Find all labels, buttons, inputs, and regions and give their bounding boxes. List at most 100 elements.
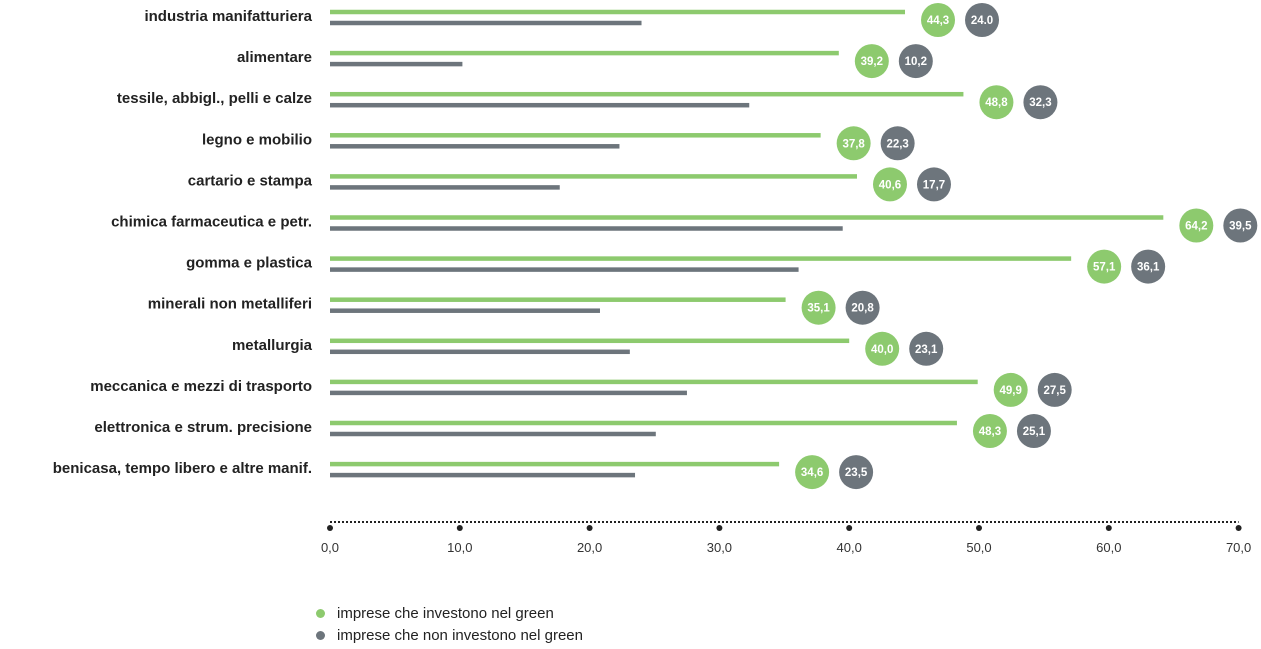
x-tick-label: 40,0 <box>837 540 862 555</box>
data-label-badge <box>965 3 1000 37</box>
data-label-badge <box>972 414 1007 448</box>
bar <box>330 9 906 15</box>
bar <box>330 144 620 149</box>
bar <box>330 431 656 437</box>
data-label: 20,8 <box>851 303 874 315</box>
data-label: 27,5 <box>1044 385 1067 397</box>
bar <box>330 91 964 97</box>
x-tick-mark <box>976 525 982 531</box>
data-label: 24.0 <box>971 15 993 27</box>
data-label-badge <box>916 167 951 202</box>
data-label: 23,5 <box>845 467 868 479</box>
x-tick-mark <box>456 525 463 531</box>
bar <box>330 256 1072 261</box>
bar <box>330 20 642 26</box>
data-label: 40,6 <box>879 179 901 191</box>
x-tick-label: 60,0 <box>1096 540 1121 555</box>
data-label-badge <box>1179 208 1214 243</box>
data-label: 36,1 <box>1137 262 1160 274</box>
data-label: 25,1 <box>1023 426 1046 438</box>
data-label-badge <box>1131 249 1166 284</box>
x-tick-mark <box>1235 525 1242 531</box>
x-tick-mark <box>846 525 853 531</box>
legend-item-green: imprese che investono nel green <box>316 602 583 624</box>
category-label: minerali non metalliferi <box>148 296 312 313</box>
category-label: elettronica e strum. precisione <box>94 419 312 436</box>
data-label: 57,1 <box>1093 262 1116 274</box>
x-tick-mark <box>1105 525 1112 531</box>
legend: imprese che investono nel green imprese … <box>316 602 583 646</box>
bar <box>330 215 1164 220</box>
data-label-badge <box>921 3 956 37</box>
x-tick-label: 0,0 <box>321 540 339 555</box>
data-label-badge <box>795 455 830 490</box>
data-label-badge <box>979 85 1014 120</box>
category-label: meccanica e mezzi di trasporto <box>90 378 312 395</box>
legend-swatch-not-green <box>316 630 325 640</box>
bar <box>330 379 978 385</box>
x-tick-label: 50,0 <box>966 540 991 555</box>
bar <box>330 390 687 396</box>
category-label: legno e mobilio <box>202 131 312 148</box>
bar <box>330 133 821 138</box>
data-label-badge <box>839 455 874 490</box>
x-tick-label: 10,0 <box>447 540 472 555</box>
data-label-badge <box>872 167 907 202</box>
bar <box>330 308 600 313</box>
category-label: metallurgia <box>232 337 313 354</box>
data-label-badge <box>1037 372 1072 407</box>
data-label-badge <box>993 372 1028 407</box>
data-label: 10,2 <box>905 56 927 68</box>
x-tick-label: 70,0 <box>1226 540 1251 555</box>
data-label: 34,6 <box>801 467 823 479</box>
legend-label-not-green: imprese che non investono nel green <box>337 626 583 644</box>
x-tick-mark <box>716 525 723 531</box>
data-label-badge <box>1223 208 1258 243</box>
category-label: industria manifatturiera <box>144 8 312 25</box>
bar <box>330 461 780 467</box>
data-label-badge <box>1016 414 1051 448</box>
x-tick-label: 20,0 <box>577 540 602 555</box>
data-label-badge <box>880 126 915 161</box>
legend-label-green: imprese che investono nel green <box>337 604 554 622</box>
data-label: 32,3 <box>1029 97 1051 109</box>
data-label: 37,8 <box>842 138 865 150</box>
category-label: tessile, abbigl., pelli e calze <box>117 90 312 107</box>
bar <box>330 174 857 179</box>
bar <box>330 338 850 344</box>
category-label: chimica farmaceutica e petr. <box>111 214 312 231</box>
data-label: 17,7 <box>923 179 945 191</box>
data-label: 39,2 <box>861 56 883 68</box>
bar <box>330 420 957 426</box>
data-label: 39,5 <box>1229 221 1252 233</box>
data-label-badge <box>836 126 871 161</box>
bar <box>330 267 799 272</box>
data-label: 48,3 <box>979 426 1001 438</box>
data-label-badge <box>854 44 889 79</box>
data-label: 23,1 <box>915 344 938 356</box>
x-tick-mark <box>586 525 593 531</box>
category-label: gomma e plastica <box>186 255 313 272</box>
bar-chart: industria manifatturiera 44,3 24.0 alimenta… <box>53 3 1258 555</box>
data-label: 40,0 <box>871 344 893 356</box>
legend-item-not-green: imprese che non investono nel green <box>316 624 583 646</box>
data-label: 22,3 <box>886 138 908 150</box>
bar <box>330 102 750 108</box>
data-label-badge <box>865 331 900 366</box>
category-label: benicasa, tempo libero e altre manif. <box>53 460 312 477</box>
x-tick-mark <box>327 525 333 531</box>
bar <box>330 50 839 56</box>
bar <box>330 185 560 190</box>
category-label: alimentare <box>237 49 312 66</box>
data-label: 49,9 <box>1000 385 1022 397</box>
bar <box>330 472 636 478</box>
data-label-badge <box>801 290 836 325</box>
data-label: 48,8 <box>985 97 1008 109</box>
data-label-badge <box>898 44 933 79</box>
data-label: 64,2 <box>1185 221 1207 233</box>
data-label-badge <box>1087 249 1122 284</box>
data-label-badge <box>1023 85 1058 120</box>
bar <box>330 297 786 302</box>
legend-swatch-green <box>316 608 325 618</box>
